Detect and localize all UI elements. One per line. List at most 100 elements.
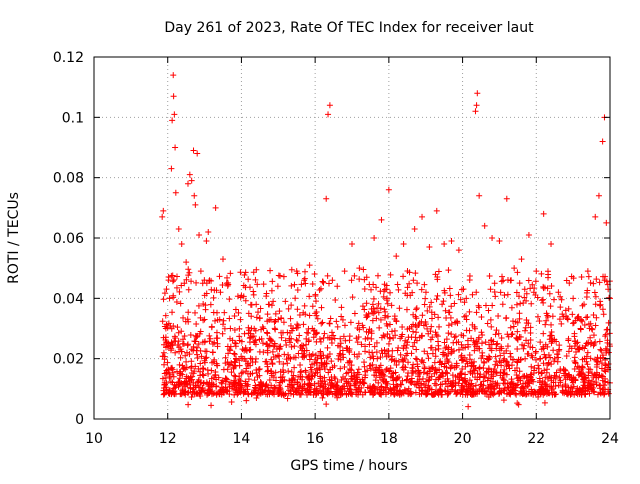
roti-spread-point xyxy=(318,355,325,362)
roti-spread-point xyxy=(548,321,555,328)
roti-background-point xyxy=(532,356,539,363)
roti-spread-point xyxy=(513,289,520,296)
roti-spread-point xyxy=(451,300,458,307)
roti-spread-point xyxy=(461,299,468,306)
roti-background-point xyxy=(387,335,394,342)
roti-background-point xyxy=(321,366,328,373)
roti-background-point xyxy=(552,382,559,389)
roti-background-point xyxy=(413,305,420,312)
roti-spread-point xyxy=(574,314,581,321)
roti-background-point xyxy=(391,313,398,320)
roti-spread-point xyxy=(601,277,608,284)
roti-background-point xyxy=(251,339,258,346)
roti-background-point xyxy=(361,359,368,366)
roti-background-point xyxy=(602,331,609,338)
roti-data-point xyxy=(595,192,602,199)
roti-background-point xyxy=(181,378,188,385)
roti-background-point xyxy=(292,295,299,302)
roti-background-point xyxy=(484,356,491,363)
roti-background-point xyxy=(314,359,321,366)
roti-spread-point xyxy=(514,269,521,276)
roti-spread-point xyxy=(163,321,170,328)
roti-spread-point xyxy=(596,302,603,309)
roti-background-point xyxy=(500,380,507,387)
roti-spread-point xyxy=(361,286,368,293)
roti-background-point xyxy=(242,378,249,385)
roti-background-point xyxy=(565,371,572,378)
x-tick-label: 16 xyxy=(306,431,324,447)
roti-spread-point xyxy=(455,346,462,353)
roti-background-point xyxy=(584,349,591,356)
roti-background-point xyxy=(207,301,214,308)
roti-background-point xyxy=(501,366,508,373)
roti-data-point xyxy=(384,295,391,302)
roti-data-point xyxy=(306,262,313,269)
roti-background-point xyxy=(278,315,285,322)
roti-background-point xyxy=(356,326,363,333)
roti-spread-point xyxy=(565,305,572,312)
roti-background-point xyxy=(170,277,177,284)
roti-data-point xyxy=(312,310,319,317)
roti-data-point xyxy=(603,219,610,226)
roti-background-point xyxy=(242,297,249,304)
roti-background-point xyxy=(421,281,428,288)
roti-spread-point xyxy=(301,302,308,309)
roti-spread-point xyxy=(226,296,233,303)
roti-background-point xyxy=(333,391,340,398)
roti-background-point xyxy=(167,378,174,385)
roti-spread-point xyxy=(544,268,551,275)
roti-background-point xyxy=(332,375,339,382)
roti-background-point xyxy=(355,320,362,327)
roti-spread-point xyxy=(240,282,247,289)
roti-spread-point xyxy=(268,338,275,345)
roti-background-point xyxy=(324,387,331,394)
roti-background-point xyxy=(308,353,315,360)
roti-background-point xyxy=(380,332,387,339)
roti-spread-point xyxy=(549,313,556,320)
roti-background-point xyxy=(301,381,308,388)
roti-background-point xyxy=(459,388,466,395)
roti-spread-point xyxy=(362,348,369,355)
roti-spread-point xyxy=(531,285,538,292)
roti-background-point xyxy=(238,370,245,377)
roti-background-point xyxy=(514,328,521,335)
roti-background-point xyxy=(271,319,278,326)
roti-background-point xyxy=(286,339,293,346)
roti-background-point xyxy=(388,328,395,335)
roti-spread-point xyxy=(491,288,498,295)
roti-background-point xyxy=(518,356,525,363)
roti-background-point xyxy=(566,280,573,287)
roti-spread-point xyxy=(241,330,248,337)
roti-spread-point xyxy=(231,327,238,334)
roti-background-point xyxy=(226,335,233,342)
roti-spread-point xyxy=(410,277,417,284)
y-axis-ticks: 0 0.02 0.04 0.06 0.08 0.1 0.12 xyxy=(53,50,610,428)
roti-spread-point xyxy=(432,346,439,353)
roti-background-point xyxy=(536,379,543,386)
roti-background-point xyxy=(286,387,293,394)
roti-background-point xyxy=(310,334,317,341)
roti-spread-point xyxy=(375,300,382,307)
roti-spread-point xyxy=(522,327,529,334)
roti-background-point xyxy=(599,352,606,359)
roti-background-point xyxy=(424,350,431,357)
roti-background-point xyxy=(316,287,323,294)
roti-background-point xyxy=(606,294,613,301)
roti-background-point xyxy=(161,370,168,377)
roti-background-point xyxy=(445,350,452,357)
roti-spread-point xyxy=(439,351,446,358)
roti-spread-point xyxy=(554,351,561,358)
roti-spread-point xyxy=(328,329,335,336)
roti-background-point xyxy=(371,372,378,379)
roti-background-point xyxy=(497,352,504,359)
roti-background-point xyxy=(558,320,565,327)
roti-background-point xyxy=(362,343,369,350)
roti-background-point xyxy=(206,332,213,339)
roti-background-point xyxy=(169,369,176,376)
roti-background-point xyxy=(383,380,390,387)
roti-background-point xyxy=(341,363,348,370)
roti-background-point xyxy=(561,366,568,373)
roti-data-point xyxy=(599,138,606,145)
roti-spread-point xyxy=(253,314,260,321)
roti-background-point xyxy=(353,335,360,342)
